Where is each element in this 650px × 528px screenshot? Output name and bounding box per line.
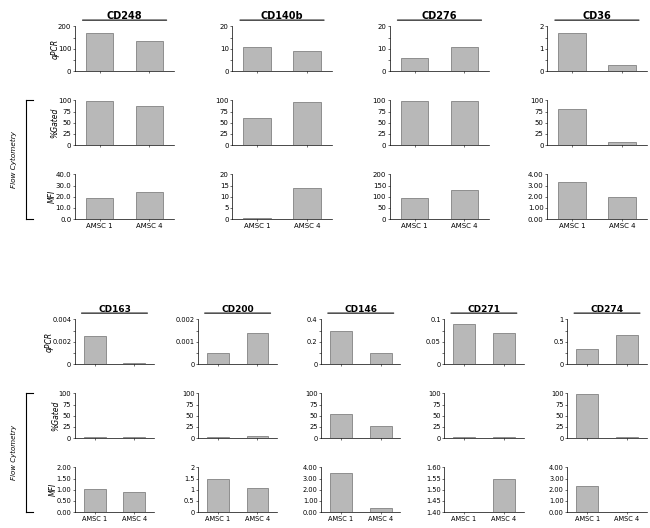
Bar [608, 65, 636, 71]
Bar [243, 46, 271, 71]
Bar [493, 437, 515, 438]
Bar [493, 333, 515, 364]
Bar [84, 437, 105, 438]
Bar [243, 218, 271, 219]
Title: CD274: CD274 [590, 306, 623, 315]
Bar [453, 437, 475, 438]
Bar [330, 413, 352, 438]
Bar [84, 489, 105, 512]
Y-axis label: MFI: MFI [49, 483, 58, 496]
Text: Flow Cytometry: Flow Cytometry [11, 131, 18, 188]
Bar [124, 493, 145, 512]
Title: CD276: CD276 [422, 12, 457, 22]
Bar [124, 437, 145, 438]
Bar [401, 198, 428, 219]
Bar [293, 51, 320, 71]
Y-axis label: qPCR: qPCR [45, 332, 54, 352]
Bar [577, 394, 598, 438]
Bar [246, 436, 268, 438]
Bar [243, 118, 271, 145]
Bar [450, 190, 478, 219]
Bar [246, 333, 268, 364]
Bar [246, 487, 268, 512]
Bar [86, 101, 113, 145]
Bar [558, 182, 586, 219]
Bar [450, 101, 478, 145]
Bar [293, 188, 320, 219]
Y-axis label: MFI: MFI [48, 190, 57, 203]
Text: Flow Cytometry: Flow Cytometry [11, 425, 18, 480]
Bar [453, 324, 475, 364]
Bar [330, 331, 352, 364]
Bar [493, 478, 515, 528]
Bar [207, 478, 229, 512]
Bar [608, 142, 636, 145]
Bar [207, 437, 229, 438]
Bar [370, 508, 391, 512]
Bar [124, 363, 145, 364]
Bar [136, 41, 163, 71]
Bar [136, 106, 163, 145]
Bar [401, 58, 428, 71]
Title: CD200: CD200 [221, 306, 254, 315]
Y-axis label: %Gated: %Gated [51, 108, 60, 138]
Title: CD163: CD163 [98, 306, 131, 315]
Title: CD248: CD248 [107, 12, 142, 22]
Bar [401, 101, 428, 145]
Bar [558, 33, 586, 71]
Bar [608, 197, 636, 219]
Title: CD271: CD271 [467, 306, 500, 315]
Bar [558, 109, 586, 145]
Y-axis label: qPCR: qPCR [51, 39, 60, 59]
Title: CD140b: CD140b [261, 12, 304, 22]
Bar [370, 353, 391, 364]
Bar [86, 33, 113, 71]
Title: CD146: CD146 [344, 306, 377, 315]
Bar [136, 192, 163, 219]
Bar [330, 473, 352, 512]
Title: CD36: CD36 [582, 12, 611, 22]
Bar [616, 437, 638, 438]
Bar [86, 198, 113, 219]
Y-axis label: %Gated: %Gated [51, 401, 60, 431]
Bar [293, 102, 320, 145]
Bar [207, 353, 229, 364]
Bar [577, 486, 598, 512]
Bar [84, 336, 105, 364]
Bar [450, 46, 478, 71]
Bar [616, 335, 638, 364]
Bar [577, 348, 598, 364]
Bar [370, 426, 391, 438]
